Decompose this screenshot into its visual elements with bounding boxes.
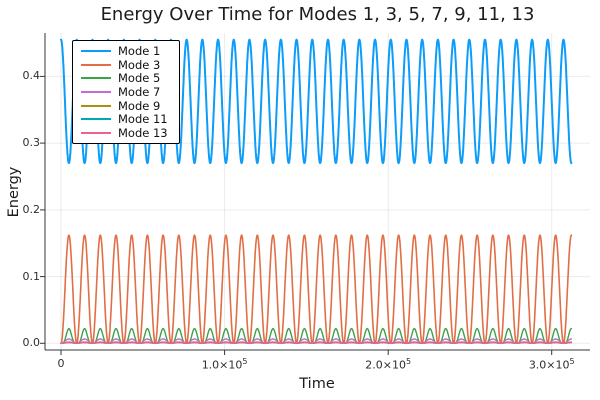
series-lines (60, 38, 573, 345)
legend-line-swatch (81, 104, 111, 107)
legend-item: Mode 11 (73, 112, 179, 127)
chart-title: Energy Over Time for Modes 1, 3, 5, 7, 9… (100, 4, 535, 25)
legend-line-swatch (81, 77, 111, 80)
legend-label: Mode 5 (118, 71, 161, 86)
legend-line-swatch (81, 90, 111, 93)
legend-label: Mode 13 (118, 126, 168, 141)
y-tick-label: 0.0 (22, 336, 41, 350)
legend-rows: Mode 1 Mode 3 Mode 5 Mode 7 Mode 9 Mode 11 Mod… (73, 44, 179, 140)
legend-item: Mode 3 (73, 57, 179, 72)
legend-label: Mode 1 (118, 43, 161, 58)
legend: Mode 1 Mode 3 Mode 5 Mode 7 Mode 9 Mode 11 Mod… (72, 40, 180, 144)
axes-spines (40, 33, 590, 355)
legend-item: Mode 5 (73, 71, 179, 86)
legend-line-swatch (81, 63, 111, 66)
legend-item: Mode 9 (73, 98, 179, 113)
legend-line-swatch (81, 118, 111, 121)
x-tick-label: 0 (57, 357, 65, 370)
legend-line-swatch (81, 132, 111, 135)
series-line-mode-13 (60, 342, 573, 344)
legend-label: Mode 3 (118, 57, 161, 72)
y-tick-label: 0.3 (22, 136, 41, 150)
legend-item: Mode 7 (73, 84, 179, 99)
y-tick-label: 0.4 (22, 69, 41, 83)
y-tick-label: 0.1 (22, 269, 41, 283)
legend-label: Mode 7 (118, 84, 161, 99)
x-axis-label: Time (299, 376, 335, 392)
y-tick-label: 0.2 (22, 202, 41, 216)
x-tick-label: 3.0×105 (528, 357, 575, 372)
legend-label: Mode 9 (118, 98, 161, 113)
legend-item: Mode 1 (73, 43, 179, 58)
x-tick-label: 2.0×105 (365, 357, 412, 372)
legend-line-swatch (81, 49, 111, 52)
x-tick-label: 1.0×105 (201, 357, 248, 372)
series-line-mode-3 (60, 234, 573, 345)
legend-label: Mode 11 (118, 112, 168, 127)
series-line-mode-1 (60, 38, 573, 165)
legend-item: Mode 13 (73, 126, 179, 141)
